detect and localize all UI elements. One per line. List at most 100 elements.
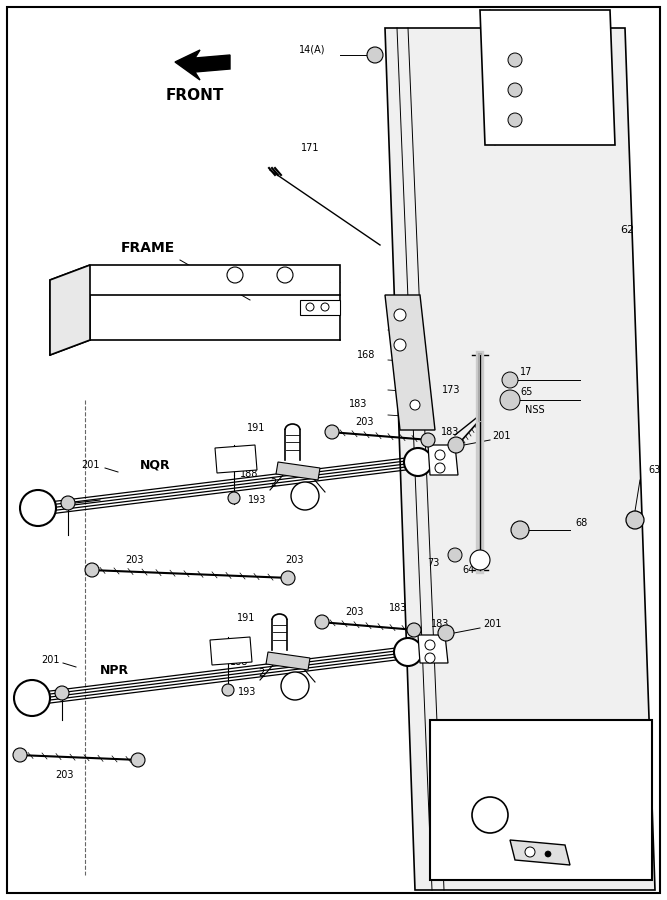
Polygon shape xyxy=(385,295,435,430)
Circle shape xyxy=(394,339,406,351)
Circle shape xyxy=(472,797,508,833)
Circle shape xyxy=(626,511,644,529)
Text: 203: 203 xyxy=(285,555,303,565)
Text: 171: 171 xyxy=(301,143,319,153)
Circle shape xyxy=(222,684,234,696)
Circle shape xyxy=(502,372,518,388)
Circle shape xyxy=(425,653,435,663)
Circle shape xyxy=(435,450,445,460)
Text: 191: 191 xyxy=(247,423,265,433)
Text: 173: 173 xyxy=(442,385,460,395)
Text: 203: 203 xyxy=(125,555,143,565)
Text: 63: 63 xyxy=(648,465,660,475)
Text: FRONT: FRONT xyxy=(166,87,224,103)
Text: 191: 191 xyxy=(237,613,255,623)
Circle shape xyxy=(228,492,240,504)
Polygon shape xyxy=(480,10,615,145)
Text: 201: 201 xyxy=(483,619,502,629)
Circle shape xyxy=(131,753,145,767)
Text: 65: 65 xyxy=(520,387,532,397)
Text: 203: 203 xyxy=(346,607,364,617)
Circle shape xyxy=(508,53,522,67)
Circle shape xyxy=(508,113,522,127)
Polygon shape xyxy=(266,652,310,670)
Text: 65: 65 xyxy=(590,55,602,65)
Circle shape xyxy=(438,625,454,641)
Text: 2: 2 xyxy=(258,668,264,678)
Polygon shape xyxy=(510,840,570,865)
Text: 73: 73 xyxy=(428,558,440,568)
Circle shape xyxy=(448,437,464,453)
Circle shape xyxy=(281,672,309,700)
Polygon shape xyxy=(210,637,252,665)
Text: 491: 491 xyxy=(575,815,596,825)
Text: 201: 201 xyxy=(81,460,100,470)
Text: 18: 18 xyxy=(590,115,602,125)
Circle shape xyxy=(13,748,27,762)
Circle shape xyxy=(525,847,535,857)
Text: 193: 193 xyxy=(238,687,256,697)
Polygon shape xyxy=(385,28,655,890)
Text: 17: 17 xyxy=(590,85,602,95)
Text: 14(B): 14(B) xyxy=(542,17,568,27)
Circle shape xyxy=(291,482,319,510)
Circle shape xyxy=(421,433,435,447)
Circle shape xyxy=(511,521,529,539)
Text: 17: 17 xyxy=(520,367,532,377)
Circle shape xyxy=(55,686,69,700)
Text: 188: 188 xyxy=(229,657,248,667)
Text: 64: 64 xyxy=(463,565,475,575)
Text: 203: 203 xyxy=(356,417,374,427)
Circle shape xyxy=(500,390,520,410)
Text: FRAME: FRAME xyxy=(121,241,175,255)
Text: 193: 193 xyxy=(248,495,266,505)
Circle shape xyxy=(407,623,421,637)
Circle shape xyxy=(367,47,383,63)
Circle shape xyxy=(315,615,329,629)
Polygon shape xyxy=(418,635,448,663)
Text: 203: 203 xyxy=(56,770,74,780)
Text: 62: 62 xyxy=(620,225,634,235)
Text: A: A xyxy=(301,491,309,501)
Circle shape xyxy=(425,640,435,650)
Polygon shape xyxy=(428,445,458,475)
Circle shape xyxy=(20,490,56,526)
Polygon shape xyxy=(300,300,340,315)
Text: 183: 183 xyxy=(409,400,427,410)
Text: 188: 188 xyxy=(239,469,258,479)
Circle shape xyxy=(321,303,329,311)
Polygon shape xyxy=(215,445,257,473)
Circle shape xyxy=(281,571,295,585)
Text: A: A xyxy=(291,681,299,691)
Circle shape xyxy=(14,680,50,716)
Circle shape xyxy=(277,267,293,283)
Text: NPR: NPR xyxy=(100,663,129,677)
Text: 2: 2 xyxy=(270,478,276,488)
Text: A: A xyxy=(485,808,495,822)
Circle shape xyxy=(325,425,339,439)
Circle shape xyxy=(545,851,551,857)
Text: 183: 183 xyxy=(349,399,368,409)
Circle shape xyxy=(435,463,445,473)
Text: 183: 183 xyxy=(431,619,449,629)
Text: ASSIST SIDE: ASSIST SIDE xyxy=(498,739,584,752)
Circle shape xyxy=(508,83,522,97)
Text: 68: 68 xyxy=(575,518,587,528)
Text: 183: 183 xyxy=(389,603,407,613)
Text: 14(A): 14(A) xyxy=(299,45,325,55)
Text: 183: 183 xyxy=(441,427,459,437)
Text: 201: 201 xyxy=(492,431,510,441)
Circle shape xyxy=(394,638,422,666)
Polygon shape xyxy=(276,462,320,480)
Polygon shape xyxy=(50,265,90,355)
Circle shape xyxy=(470,550,490,570)
Text: 168: 168 xyxy=(357,350,375,360)
Text: NSS: NSS xyxy=(525,405,545,415)
Circle shape xyxy=(448,548,462,562)
Circle shape xyxy=(85,563,99,577)
Circle shape xyxy=(404,448,432,476)
Text: 201: 201 xyxy=(41,655,60,665)
Polygon shape xyxy=(50,265,340,310)
Circle shape xyxy=(61,496,75,510)
Circle shape xyxy=(410,400,420,410)
